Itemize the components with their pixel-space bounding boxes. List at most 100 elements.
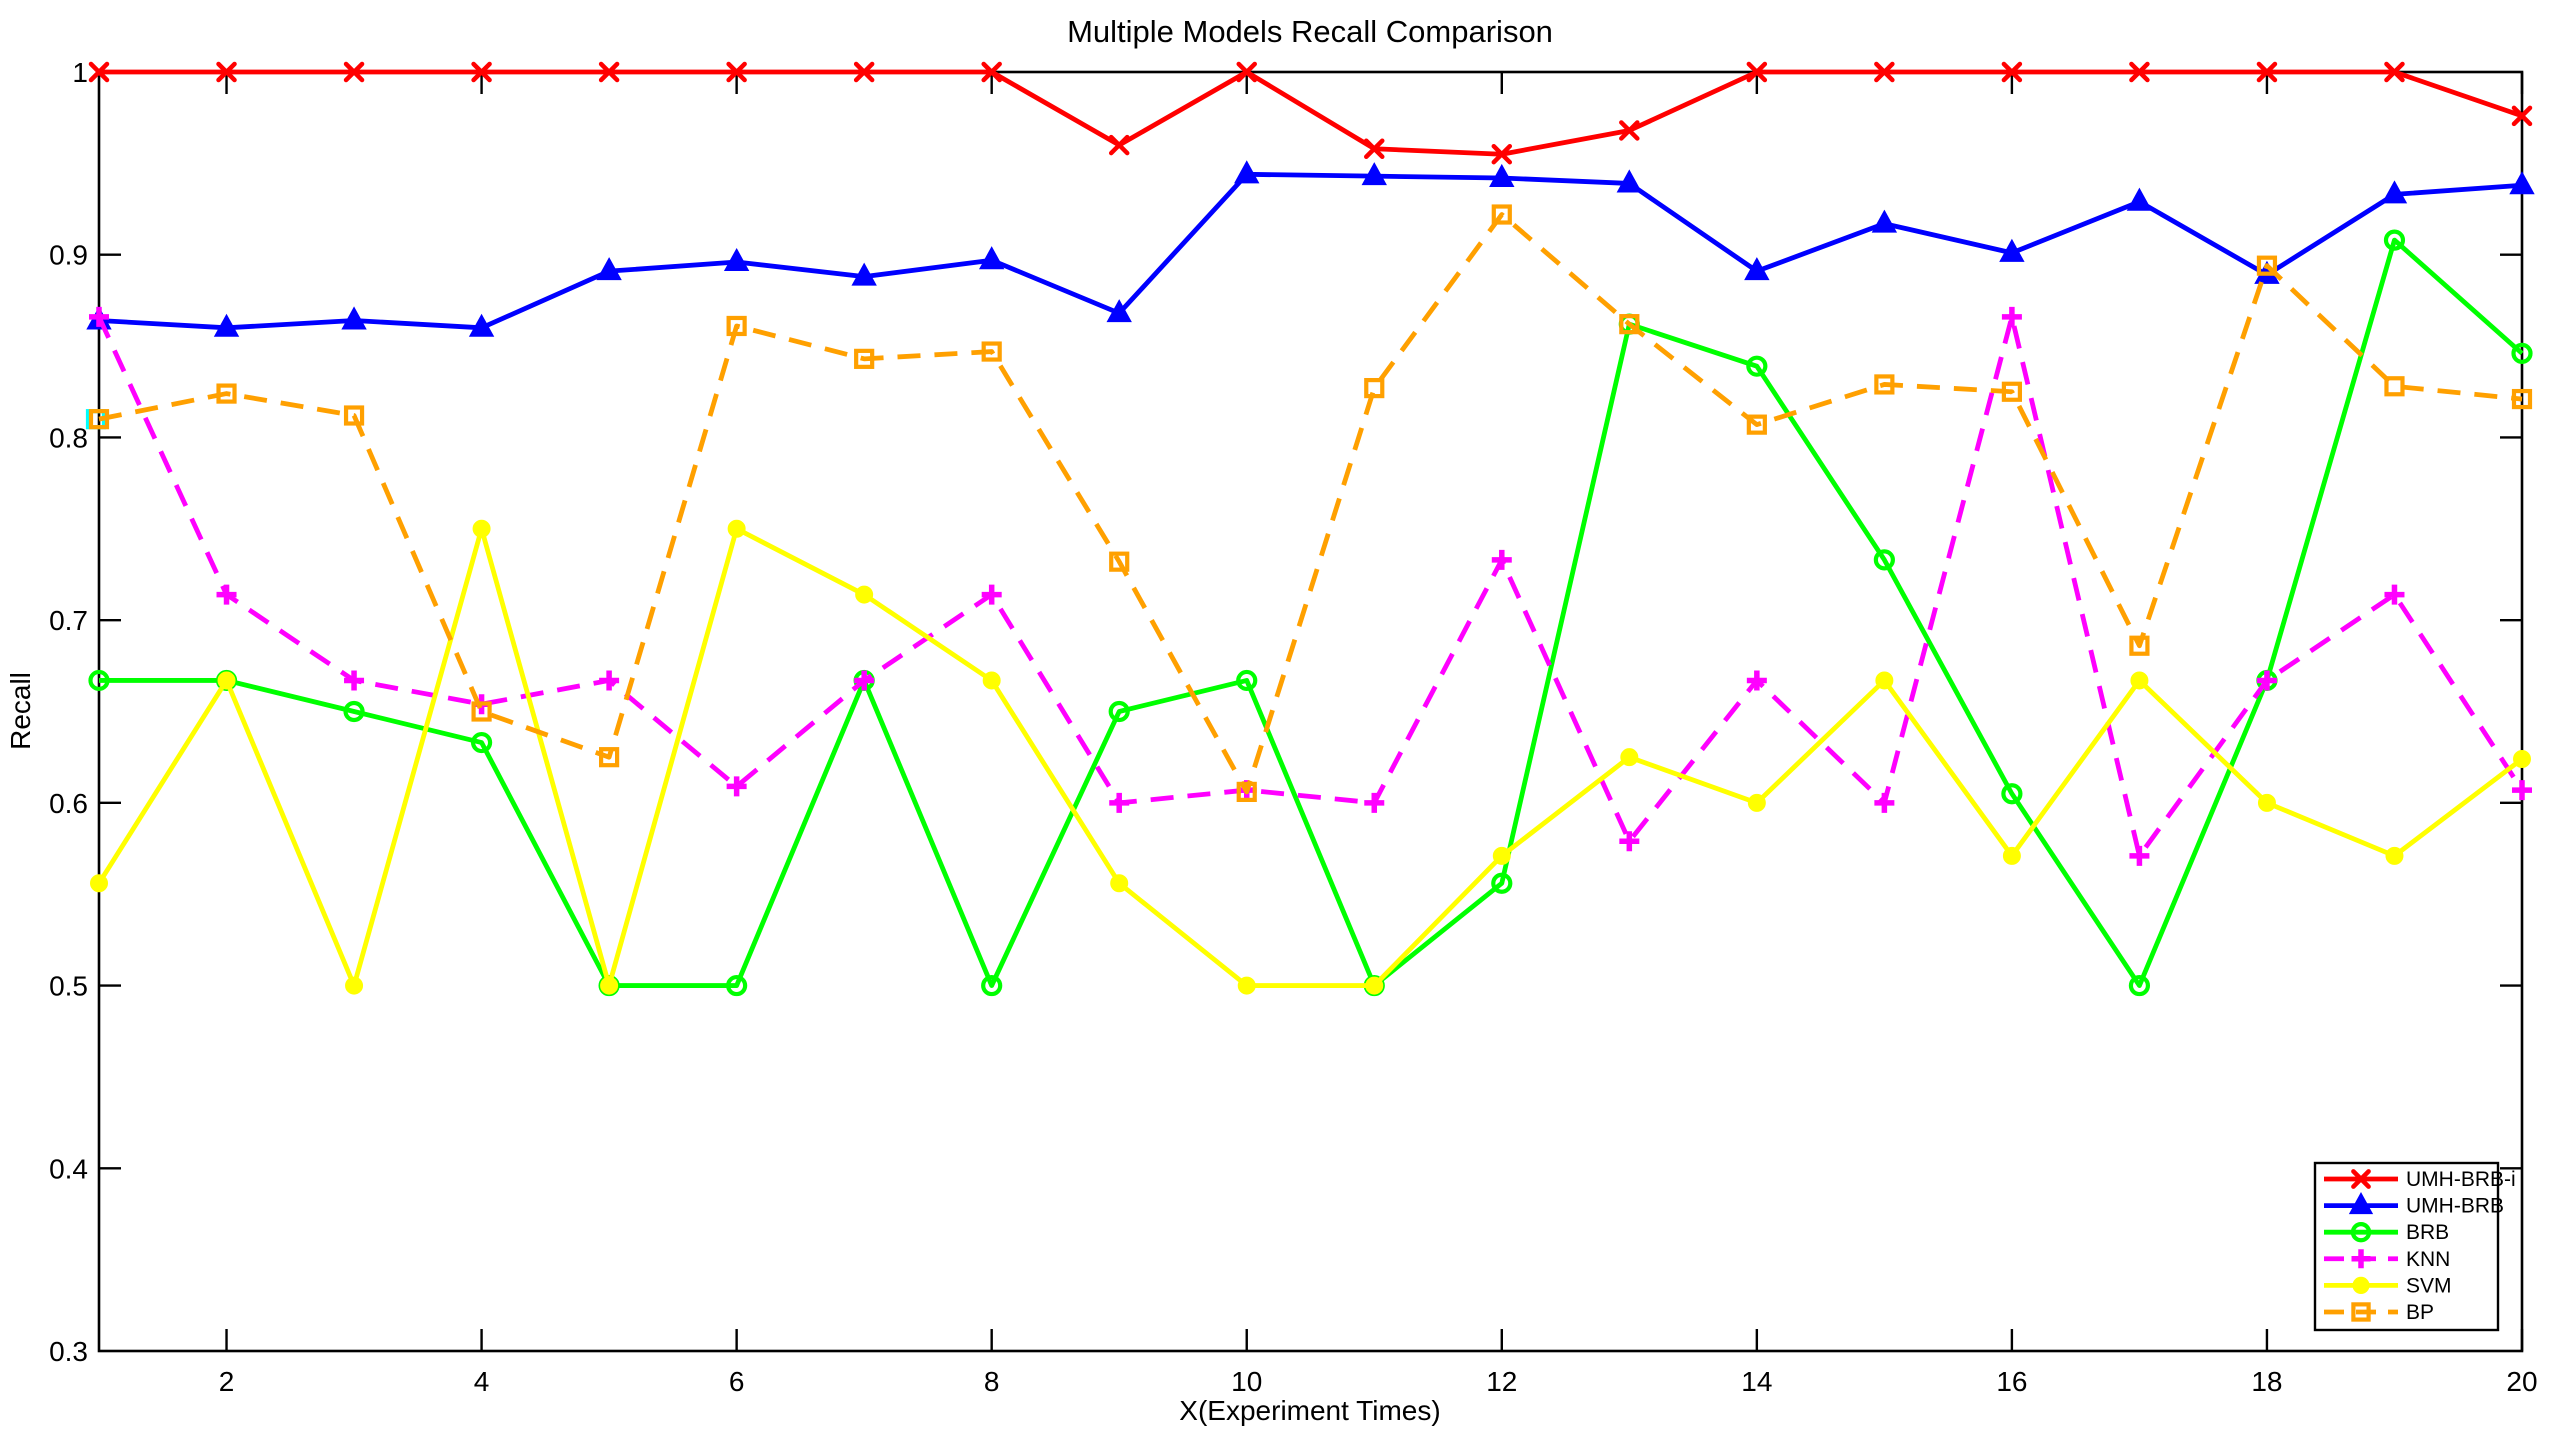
series-BRB bbox=[88, 229, 2533, 997]
marker-square bbox=[726, 315, 747, 337]
marker-square bbox=[1746, 414, 1767, 435]
marker-plus bbox=[216, 584, 237, 605]
marker-circle bbox=[2001, 783, 2023, 805]
marker-triangle bbox=[1999, 238, 2025, 262]
legend-entry-label: UMH-BRB-i bbox=[2406, 1168, 2516, 1191]
marker-triangle bbox=[341, 306, 367, 330]
series-line bbox=[98, 212, 2523, 795]
marker-plus bbox=[981, 584, 1002, 605]
marker-dot bbox=[2002, 846, 2021, 865]
marker-square bbox=[599, 747, 620, 768]
marker-circle bbox=[1873, 549, 1895, 571]
marker-triangle bbox=[468, 313, 495, 337]
legend: UMH-BRB-i UMH-BRB BRB KNN SVM BP bbox=[2313, 1161, 2516, 1332]
marker-triangle bbox=[1106, 299, 1132, 323]
marker-triangle bbox=[978, 246, 1005, 270]
x-tick-label: 12 bbox=[1486, 1366, 1517, 1397]
marker-plus bbox=[1491, 549, 1512, 570]
marker-dot bbox=[345, 976, 364, 995]
series-line bbox=[98, 171, 2523, 331]
marker-plus bbox=[1746, 670, 1767, 691]
marker-triangle bbox=[1489, 163, 1515, 187]
marker-x bbox=[2384, 61, 2405, 83]
marker-square bbox=[1619, 314, 1640, 335]
legend-entry-label: KNN bbox=[2406, 1248, 2450, 1271]
marker-circle bbox=[2350, 1222, 2372, 1243]
marker-triangle bbox=[1744, 257, 1770, 281]
marker-x bbox=[1491, 143, 1513, 165]
marker-square bbox=[1364, 377, 1385, 399]
legend-entry-KNN: KNN bbox=[2324, 1248, 2450, 1271]
marker-triangle bbox=[1361, 162, 1387, 186]
marker-x bbox=[2001, 61, 2023, 83]
x-tick-label: 14 bbox=[1741, 1366, 1772, 1397]
marker-plus bbox=[2129, 845, 2150, 866]
marker-plus bbox=[2384, 584, 2405, 605]
y-tick-label: 0.7 bbox=[49, 605, 88, 636]
y-tick-label: 0.9 bbox=[49, 240, 88, 271]
marker-square bbox=[1109, 551, 1130, 572]
marker-x bbox=[2256, 61, 2278, 83]
marker-dot bbox=[1875, 671, 1894, 690]
marker-dot bbox=[1747, 793, 1766, 812]
marker-dot bbox=[217, 671, 236, 690]
marker-dot bbox=[2352, 1276, 2370, 1294]
marker-plus bbox=[1364, 792, 1385, 813]
marker-square bbox=[2256, 255, 2278, 276]
marker-plus bbox=[344, 670, 365, 691]
marker-triangle bbox=[596, 257, 622, 281]
marker-triangle bbox=[2126, 187, 2153, 211]
marker-circle bbox=[1236, 669, 1258, 692]
marker-dot bbox=[2513, 750, 2531, 769]
marker-square bbox=[2129, 635, 2150, 656]
series-UMH-BRB bbox=[86, 160, 2535, 337]
legend-entry-BP: BP bbox=[2324, 1301, 2434, 1324]
marker-triangle bbox=[2381, 180, 2408, 204]
marker-square bbox=[88, 409, 110, 430]
legend-entry-label: BP bbox=[2406, 1301, 2434, 1324]
marker-square bbox=[471, 701, 492, 722]
x-tick-label: 4 bbox=[474, 1366, 490, 1397]
marker-circle bbox=[1108, 700, 1130, 723]
marker-dot bbox=[90, 874, 108, 893]
marker-dot bbox=[1620, 748, 1639, 767]
x-tick-label: 18 bbox=[2251, 1366, 2282, 1397]
marker-plus bbox=[726, 776, 747, 797]
marker-dot bbox=[1365, 976, 1384, 995]
legend-entry-label: UMH-BRB bbox=[2406, 1195, 2504, 1218]
y-tick-label: 1 bbox=[72, 57, 88, 88]
marker-x bbox=[853, 61, 875, 83]
marker-square bbox=[2001, 381, 2022, 402]
marker-x bbox=[598, 61, 620, 83]
marker-dot bbox=[855, 585, 874, 604]
y-tick-label: 0.4 bbox=[49, 1153, 88, 1184]
marker-x bbox=[343, 61, 365, 83]
marker-circle bbox=[726, 974, 748, 997]
marker-triangle bbox=[2509, 171, 2535, 195]
series-line bbox=[99, 237, 2524, 988]
marker-triangle bbox=[851, 262, 877, 286]
marker-circle bbox=[343, 700, 365, 723]
legend-entry-label: BRB bbox=[2406, 1221, 2449, 1244]
plot-border bbox=[97, 70, 2524, 1353]
marker-x bbox=[726, 61, 747, 83]
marker-circle bbox=[470, 731, 493, 754]
marker-dot bbox=[2257, 793, 2276, 812]
marker-x bbox=[1236, 61, 1257, 83]
marker-dot bbox=[2385, 846, 2404, 865]
marker-square bbox=[1236, 781, 1257, 802]
marker-dot bbox=[727, 519, 746, 538]
marker-plus bbox=[1874, 792, 1895, 813]
marker-plus bbox=[854, 670, 875, 691]
marker-x bbox=[2351, 1169, 2371, 1189]
marker-x bbox=[1108, 134, 1130, 156]
marker-circle bbox=[2511, 342, 2533, 364]
marker-x bbox=[1874, 61, 1895, 83]
marker-x bbox=[2511, 105, 2533, 127]
legend-entry-BRB: BRB bbox=[2324, 1221, 2449, 1244]
y-tick-label: 0.8 bbox=[49, 422, 88, 453]
marker-triangle bbox=[1234, 160, 1260, 184]
marker-square bbox=[2384, 376, 2405, 397]
marker-circle bbox=[981, 974, 1003, 997]
x-tick-label: 16 bbox=[1996, 1366, 2027, 1397]
